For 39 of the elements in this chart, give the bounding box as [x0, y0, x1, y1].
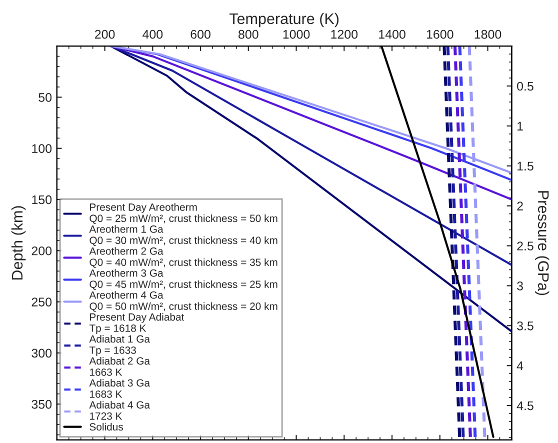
y-tick-label: 250 [32, 298, 52, 306]
y2-tick-label: 1.5 [518, 162, 534, 171]
legend-label: Adiabat 1 Ga Tp = 1633 [89, 335, 150, 356]
x-tick-label: 600 [190, 30, 210, 39]
y-tick-label: 50 [38, 93, 52, 102]
legend-label: Areotherm 1 Ga Q0 = 30 mW/m², crust thickness = 40 km [89, 225, 278, 246]
legend-label: Adiabat 3 Ga 1683 K [89, 378, 150, 398]
x-tick-label: 1800 [474, 30, 502, 39]
legend-label: Areotherm 4 Ga Q0 = 50 mW/m², crust thickness = 20 km [89, 291, 278, 312]
legend-label: Areotherm 2 Ga Q0 = 40 mW/m², crust thickness = 35 km [89, 247, 278, 268]
y2-tick-label: 3 [517, 282, 523, 290]
y2-tick-label: 0.5 [517, 82, 534, 91]
x-tick-label: 1000 [283, 30, 310, 39]
legend-label: Adiabat 4 Ga 1723 K [89, 400, 150, 420]
y2-axis-title: Pressure (GPa) [534, 191, 550, 296]
y2-tick-label: 4.5 [516, 401, 534, 410]
y2-tick-label: 1 [518, 122, 523, 130]
y-tick-label: 150 [32, 195, 52, 204]
legend-label: Present Day Adiabat Tp = 1618 K [89, 313, 184, 334]
y-tick-label: 100 [32, 144, 52, 154]
x-tick-label: 200 [94, 30, 115, 39]
y-tick-label: 350 [32, 400, 52, 409]
y-axis-title: Depth (km) [11, 206, 26, 280]
y-tick-label: 300 [32, 348, 52, 358]
y-tick-label: 200 [32, 246, 52, 256]
legend-label: Present Day Areotherm Q0 = 25 mW/m², crust thickness = 50 km [90, 203, 278, 224]
x-tick-label: 800 [238, 30, 258, 39]
x-tick-label: 1200 [331, 30, 358, 39]
y2-tick-label: 4 [516, 362, 524, 370]
x-tick-label: 1400 [379, 30, 406, 39]
x-tick-label: 1600 [426, 30, 454, 39]
y2-tick-label: 3.5 [517, 321, 534, 330]
x-axis-title: Temperature (K) [229, 12, 339, 28]
y2-tick-label: 2.5 [517, 242, 534, 250]
x-tick-label: 400 [142, 30, 163, 39]
legend-label: Adiabat 2 Ga 1663 K [89, 356, 150, 376]
legend-label: Areotherm 3 Ga Q0 = 45 mW/m², crust thickness = 25 km [89, 269, 278, 290]
y2-tick-label: 2 [517, 202, 523, 210]
legend-label: Solidus [90, 422, 123, 431]
